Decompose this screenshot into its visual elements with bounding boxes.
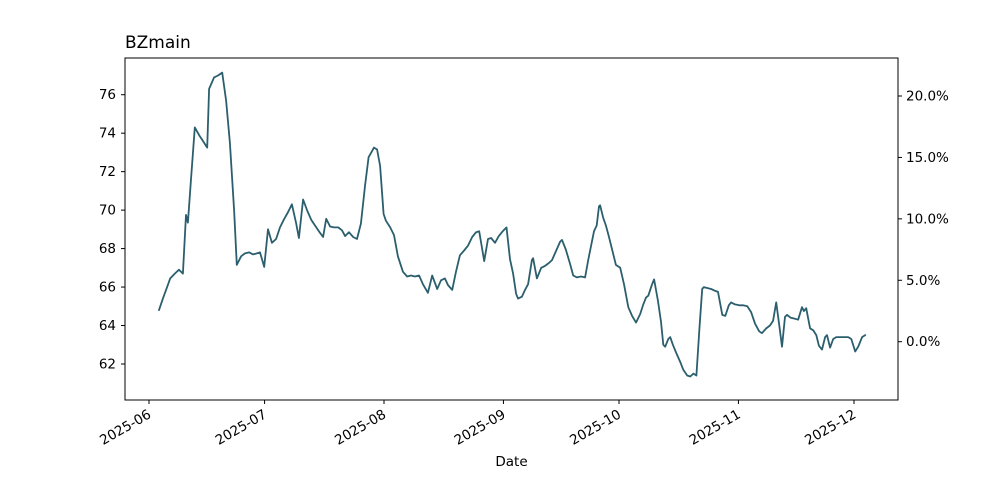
x-axis [148,400,855,404]
price-line [158,71,867,378]
left-tick-label: 74 [99,126,116,142]
chart-title: BZmain [125,33,191,53]
right-tick-label: 10.0% [906,211,949,227]
right-tick-label: 0.0% [906,334,940,350]
x-tick-label: 2025-12 [802,407,859,449]
right-tick-label: 5.0% [906,273,940,289]
plot-border [124,57,899,401]
right-tick-label: 20.0% [906,89,949,105]
right-tick-label: 15.0% [906,150,949,166]
x-axis-title: Date [495,454,527,470]
left-tick-label: 76 [99,87,116,103]
left-tick-label: 72 [99,164,116,180]
x-tick-label: 2025-06 [97,407,154,449]
left-tick-label: 62 [99,356,116,372]
x-tick-label: 2025-09 [452,407,509,449]
left-axis [121,94,125,365]
x-tick-label: 2025-11 [687,407,744,449]
left-tick-label: 68 [99,241,116,257]
x-tick-label: 2025-08 [332,407,389,449]
right-axis [898,95,902,343]
left-tick-label: 66 [99,280,116,296]
left-tick-label: 64 [99,318,116,334]
x-tick-label: 2025-10 [567,407,624,449]
x-tick-label: 2025-07 [213,407,270,449]
left-tick-label: 70 [99,203,116,219]
